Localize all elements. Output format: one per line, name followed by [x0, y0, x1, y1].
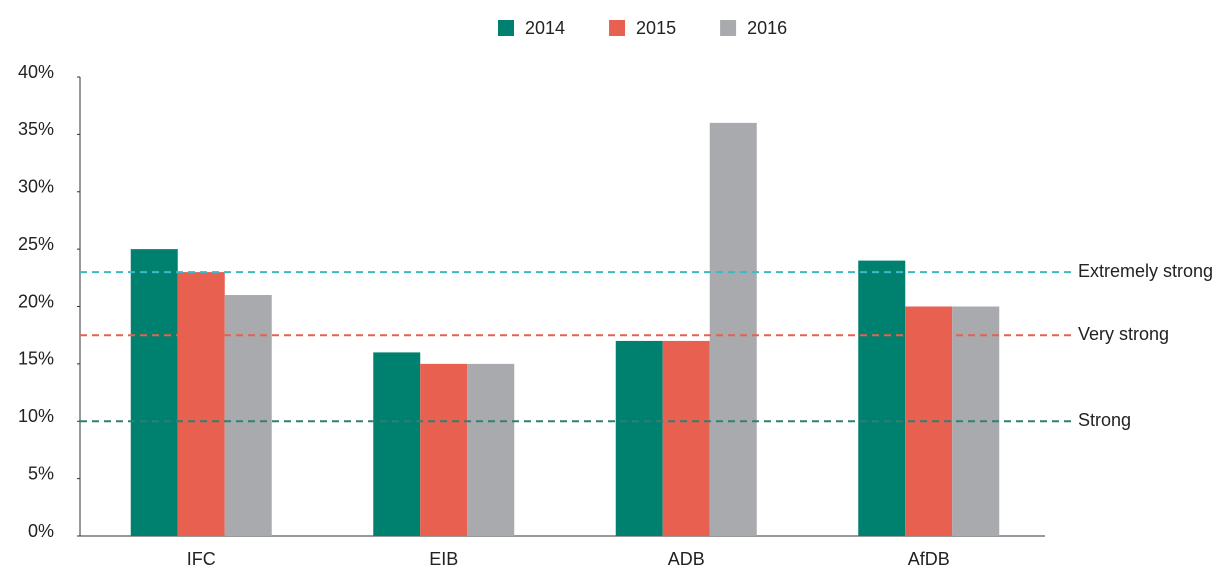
bar [224, 295, 272, 536]
legend-swatch [498, 20, 514, 36]
y-tick-label: 20% [18, 291, 54, 311]
bar [709, 122, 757, 537]
legend-swatch [720, 20, 737, 36]
reference-label: Extremely strong [1078, 261, 1213, 281]
legend-label: 2015 [636, 18, 676, 38]
y-tick-label: 5% [28, 463, 54, 483]
y-tick-label: 10% [18, 406, 54, 426]
bar [420, 363, 468, 536]
y-tick-label: 35% [18, 119, 54, 139]
y-tick-label: 40% [18, 62, 54, 82]
x-tick-label: AfDB [908, 549, 950, 569]
y-tick-label: 30% [18, 177, 54, 197]
x-tick-label: EIB [429, 549, 458, 569]
legend-label: 2016 [747, 18, 787, 38]
x-tick-label: ADB [668, 549, 705, 569]
bar [177, 272, 225, 536]
legend-label: 2014 [525, 18, 565, 38]
bar [662, 340, 710, 536]
y-tick-label: 0% [28, 521, 54, 541]
y-tick-label: 15% [18, 349, 54, 369]
y-tick-label: 25% [18, 234, 54, 254]
bar [615, 340, 663, 536]
reference-label: Strong [1078, 410, 1131, 430]
bar [858, 260, 906, 536]
legend-swatch [609, 20, 626, 36]
reference-label: Very strong [1078, 324, 1169, 344]
bar [130, 249, 178, 536]
bar [373, 352, 421, 536]
bar [467, 363, 515, 536]
x-tick-label: IFC [187, 549, 216, 569]
